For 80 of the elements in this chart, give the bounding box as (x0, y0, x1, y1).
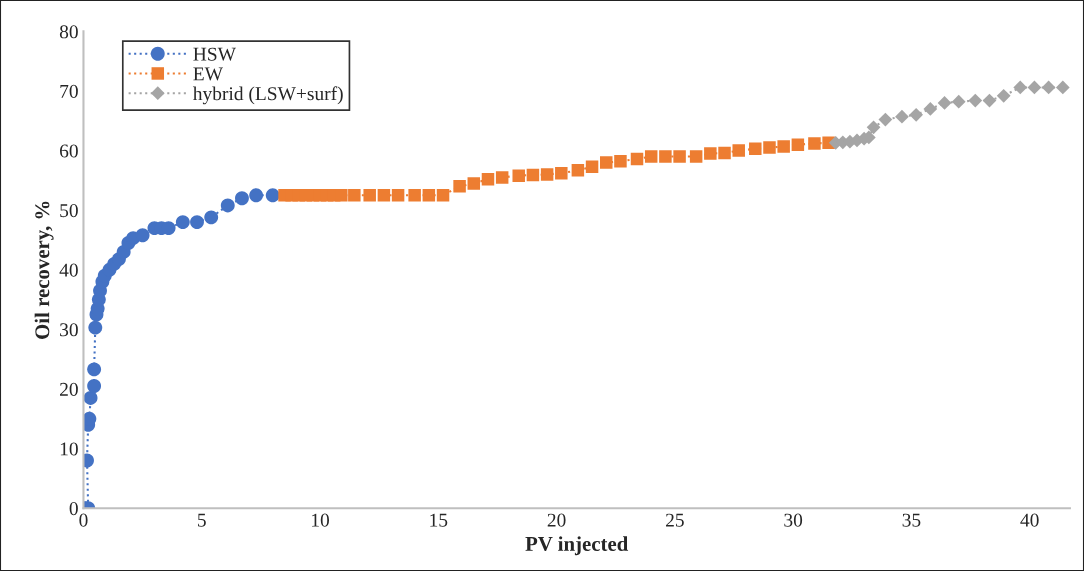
y-axis-title: Oil recovery, % (34, 201, 54, 339)
legend-label: EW (193, 67, 223, 81)
point (467, 177, 481, 190)
point (348, 189, 361, 202)
point (996, 88, 1011, 103)
point (718, 146, 731, 160)
point (555, 167, 568, 180)
y-tick-label: 60 (60, 144, 78, 158)
point (673, 150, 686, 163)
point (335, 189, 348, 202)
y-tick-label: 30 (60, 323, 78, 337)
point (265, 188, 280, 203)
point (88, 320, 103, 335)
x-axis-title: PV injected (525, 536, 629, 556)
point (689, 150, 703, 163)
point (791, 138, 805, 151)
point (749, 142, 762, 156)
point (1055, 80, 1070, 95)
y-tick-label: 40 (59, 263, 78, 277)
point (1027, 80, 1042, 95)
point (659, 150, 672, 163)
point (1013, 80, 1028, 95)
x-tick-label: 5 (198, 513, 206, 527)
point (235, 191, 249, 206)
point (1041, 80, 1056, 95)
y-tick-label: 50 (60, 204, 78, 218)
y-tick-label: 10 (60, 442, 78, 456)
point (204, 210, 219, 225)
y-tick-label: 80 (59, 25, 78, 39)
point (453, 180, 466, 193)
point (540, 168, 554, 181)
x-tick-label: 20 (547, 513, 566, 527)
x-tick-label: 0 (79, 513, 88, 527)
y-tick-label: 70 (60, 84, 78, 98)
point (951, 94, 966, 109)
point (87, 362, 102, 377)
legend-label: hybrid (LSW+surf) (192, 86, 343, 105)
point (190, 215, 204, 230)
point (436, 189, 450, 202)
point (630, 152, 644, 166)
point (909, 107, 924, 122)
x-tick-label: 30 (784, 513, 803, 527)
point (377, 189, 391, 202)
point (878, 112, 893, 127)
y-tick-label: 20 (60, 382, 78, 396)
point (968, 93, 983, 108)
point (585, 160, 599, 173)
x-tick-label: 25 (665, 513, 684, 527)
y-tick-label: 0 (69, 502, 78, 516)
point (391, 189, 405, 202)
point (87, 379, 102, 393)
point (895, 109, 909, 124)
point (363, 189, 376, 202)
x-tick-label: 15 (430, 513, 448, 527)
point (481, 172, 495, 186)
x-tick-label: 10 (312, 513, 330, 527)
point (644, 150, 658, 163)
point (249, 188, 264, 203)
point (495, 171, 509, 184)
point (923, 102, 938, 116)
point (526, 168, 540, 182)
x-tick-label: 35 (902, 513, 921, 527)
point (732, 144, 745, 157)
point (135, 228, 150, 243)
point (512, 169, 525, 182)
point (220, 198, 235, 213)
point (422, 189, 436, 202)
x-tick-label: 40 (1020, 513, 1039, 527)
point (704, 147, 717, 160)
point (175, 215, 190, 230)
point (866, 120, 881, 135)
point (777, 140, 790, 153)
point (408, 189, 421, 202)
point (600, 156, 613, 169)
point (763, 141, 776, 154)
point (614, 155, 627, 168)
legend-label: HSW (193, 47, 236, 61)
point (571, 164, 585, 177)
point (808, 137, 821, 150)
point (937, 96, 952, 110)
